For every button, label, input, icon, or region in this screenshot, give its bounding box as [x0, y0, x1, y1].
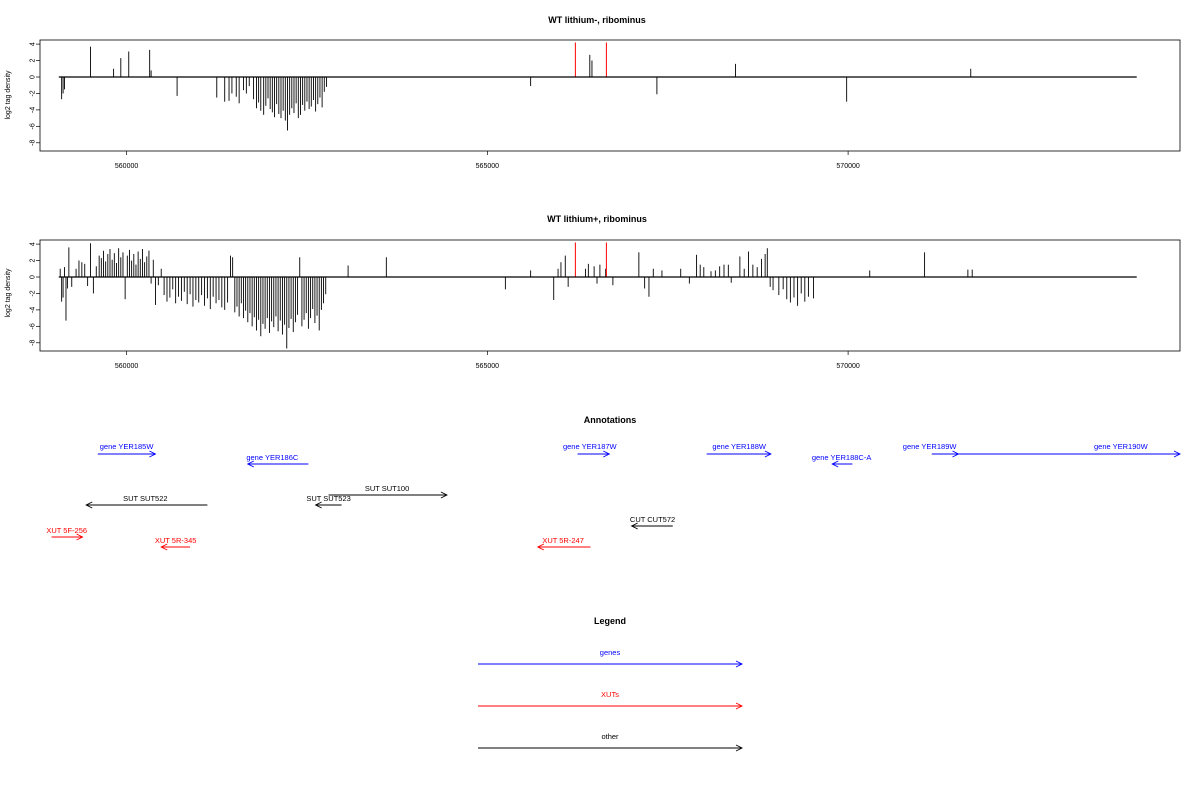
feature-arrow [328, 491, 448, 499]
axes: 4 2 0 -2 -4 -6 -8 560000 565000 570000 [30, 239, 1181, 370]
y-tick-label: 4 [30, 42, 37, 46]
y-tick-label: -2 [30, 90, 37, 96]
feature-label: CUT CUT572 [630, 515, 675, 524]
x-tick-label: 565000 [476, 163, 499, 170]
feature-arrow [246, 460, 309, 468]
y-tick-label: -8 [30, 340, 37, 346]
plot-frame [39, 239, 1181, 352]
track-panel-lithium-plus: WT lithium+, ribominus log2 tag density … [5, 214, 1181, 370]
legend-label: other [601, 732, 619, 741]
feature-label: SUT SUT522 [123, 494, 167, 503]
plot-frame [39, 39, 1181, 152]
tag-density-bars [58, 242, 1137, 349]
feature-label: SUT SUT523 [306, 494, 350, 503]
feature-arrow [536, 543, 591, 551]
x-tick-label: 565000 [476, 363, 499, 370]
annotation-track: Annotations gene YER185W gene YER186C gene… [46, 415, 1182, 551]
legend-arrow [478, 660, 744, 668]
y-tick-label: -6 [30, 123, 37, 129]
legend: Legend genes XUTs other [478, 616, 744, 752]
y-tick-label: 2 [30, 259, 37, 263]
feature-label: XUT 5F-256 [46, 526, 87, 535]
y-axis-label: log2 tag density [5, 268, 12, 318]
y-tick-label: 4 [30, 242, 37, 246]
feature-arrow [160, 543, 191, 551]
feature-arrow [51, 533, 84, 541]
axes: 4 2 0 -2 -4 -6 -8 560000 565000 570000 [30, 39, 1181, 170]
feature-arrow [85, 501, 208, 509]
y-tick-label: -4 [30, 307, 37, 313]
legend-arrow [478, 744, 744, 752]
y-tick-label: 0 [30, 275, 37, 279]
feature-label: gene YER186C [246, 453, 299, 462]
track-title: WT lithium+, ribominus [547, 214, 647, 224]
y-tick-label: -6 [30, 323, 37, 329]
feature-label: gene YER190W [1094, 442, 1149, 451]
feature-arrow [931, 450, 960, 458]
feature-arrow [314, 501, 342, 509]
track-panel-lithium-minus: WT lithium-, ribominus log2 tag density … [5, 15, 1181, 170]
feature-label: gene YER185W [100, 442, 155, 451]
x-tick-label: 560000 [115, 163, 138, 170]
x-tick-label: 560000 [115, 363, 138, 370]
legend-label: XUTs [601, 690, 619, 699]
feature-arrow [577, 450, 611, 458]
feature-arrow [630, 522, 673, 530]
feature-arrow [958, 450, 1182, 458]
feature-label: XUT 5R-345 [155, 536, 197, 545]
feature-label: gene YER187W [563, 442, 618, 451]
y-tick-label: -4 [30, 107, 37, 113]
feature-label: gene YER188W [712, 442, 767, 451]
feature-label: gene YER189W [903, 442, 958, 451]
y-tick-label: -8 [30, 140, 37, 146]
x-tick-label: 570000 [836, 363, 859, 370]
y-tick-label: 2 [30, 59, 37, 63]
x-tick-label: 570000 [836, 163, 859, 170]
annotations-title: Annotations [584, 415, 637, 425]
feature-label: SUT SUT100 [365, 484, 409, 493]
feature-label: XUT 5R-247 [542, 536, 584, 545]
legend-title: Legend [594, 616, 626, 626]
legend-label: genes [600, 648, 621, 657]
tag-density-bars [58, 42, 1137, 131]
feature-arrow [97, 450, 157, 458]
feature-arrow [831, 460, 853, 468]
legend-arrow [478, 702, 744, 710]
y-axis-label: log2 tag density [5, 70, 12, 120]
feature-arrow [706, 450, 772, 458]
y-tick-label: -2 [30, 290, 37, 296]
feature-label: gene YER188C-A [812, 453, 871, 462]
track-title: WT lithium-, ribominus [548, 15, 646, 25]
y-tick-label: 0 [30, 75, 37, 79]
